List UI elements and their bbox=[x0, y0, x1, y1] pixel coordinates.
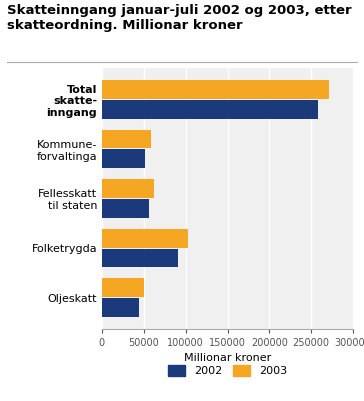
Bar bbox=[102, 249, 178, 267]
X-axis label: Millionar kroner: Millionar kroner bbox=[184, 353, 271, 363]
Bar bbox=[102, 199, 149, 218]
Bar bbox=[102, 298, 139, 317]
Bar bbox=[102, 179, 154, 198]
Bar bbox=[102, 229, 188, 247]
Bar bbox=[102, 80, 329, 99]
Bar bbox=[102, 150, 146, 168]
Text: Skatteinngang januar-juli 2002 og 2003, etter
skatteordning. Millionar kroner: Skatteinngang januar-juli 2002 og 2003, … bbox=[7, 4, 352, 32]
Bar bbox=[102, 100, 318, 119]
Bar bbox=[102, 278, 144, 297]
Bar bbox=[102, 130, 151, 148]
Legend: 2002, 2003: 2002, 2003 bbox=[164, 360, 291, 381]
